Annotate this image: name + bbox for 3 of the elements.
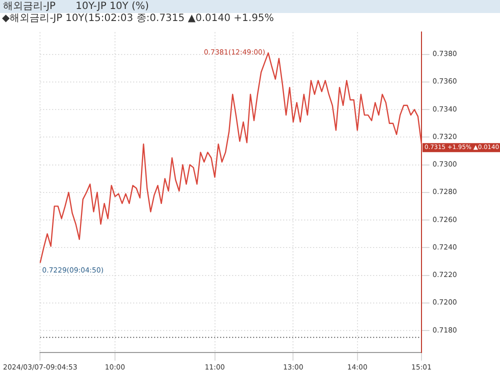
chart-subtitle: 10Y-JP 10Y (%) (76, 1, 149, 12)
chart-title: 해외금리-JP (3, 1, 56, 12)
text: ◆해외금리-JP 10Y(15:02:03 종:0.7315 ▲0.0140 +1.95% (1, 13, 275, 25)
